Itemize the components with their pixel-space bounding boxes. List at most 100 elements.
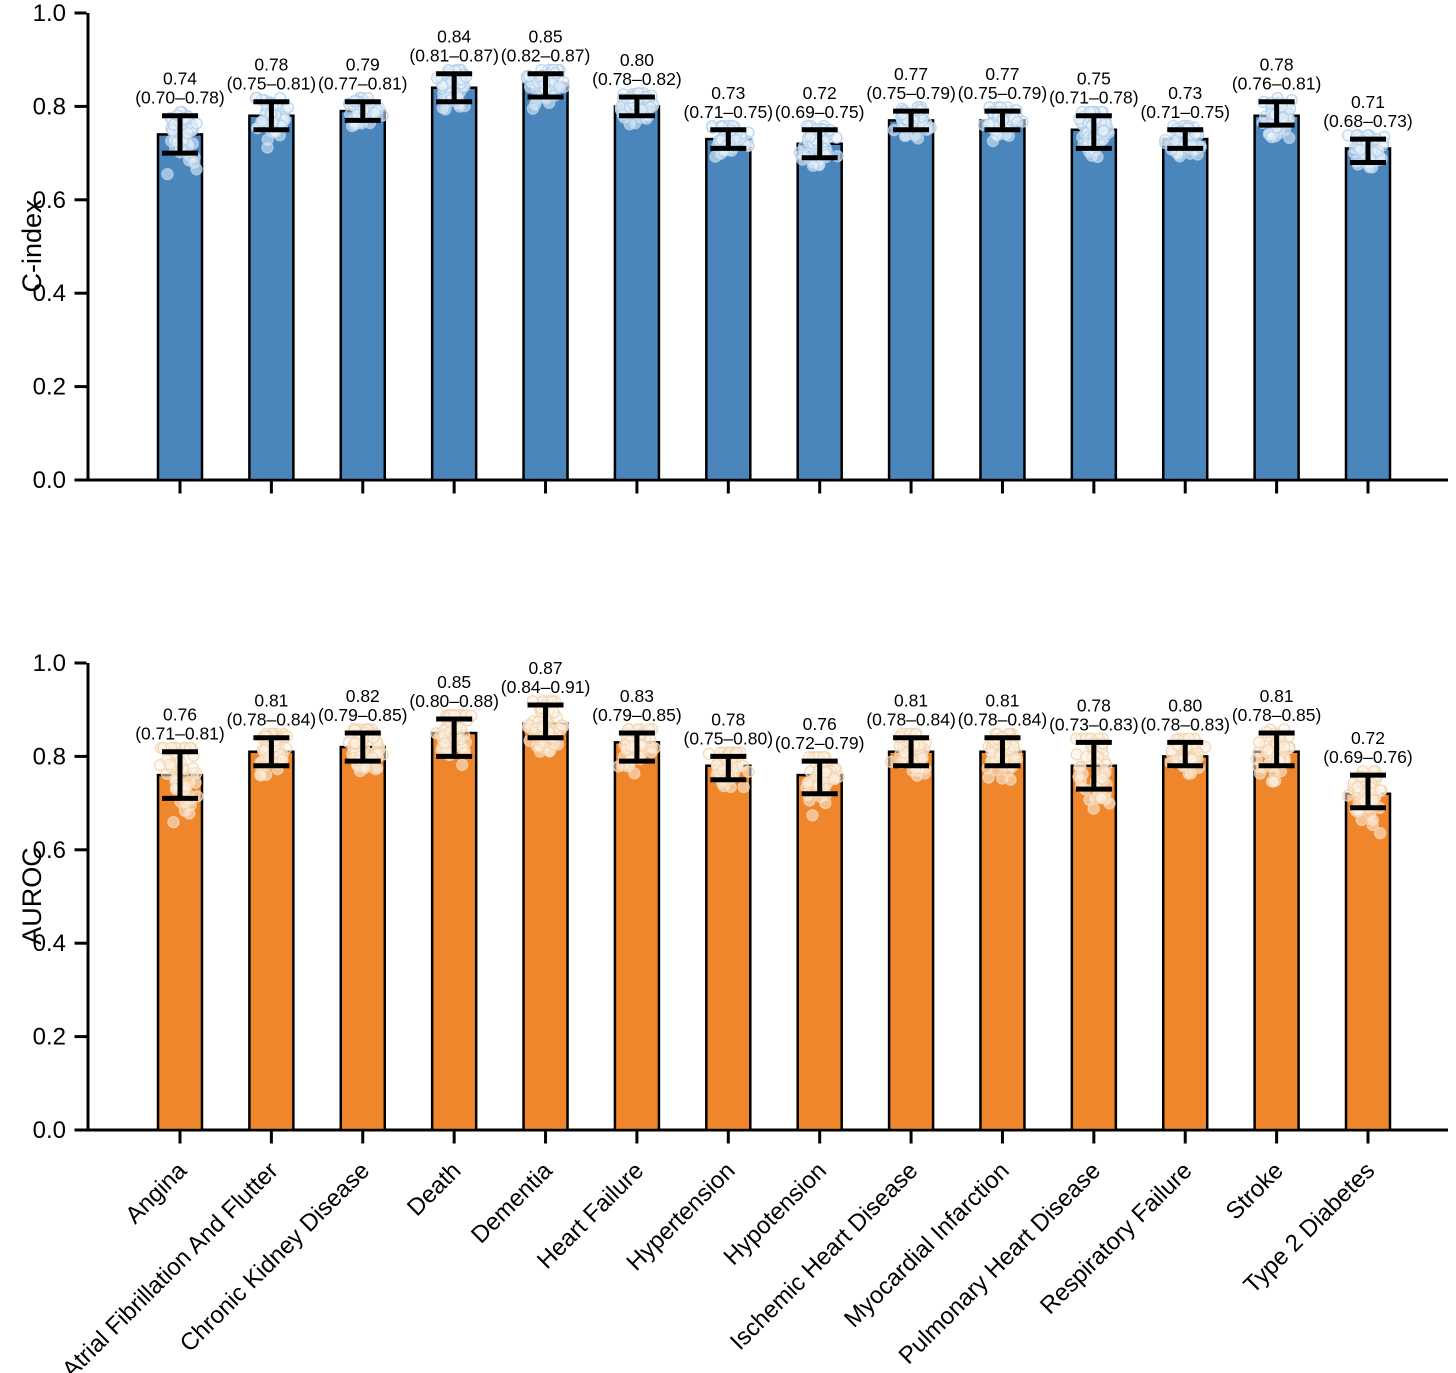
bar	[339, 109, 387, 482]
bar-annotation-value: 0.85	[437, 672, 471, 692]
bar-annotation-ci: (0.78–0.84)	[958, 710, 1048, 730]
y-tick-label: 0.0	[33, 467, 66, 494]
bar-annotation-value: 0.81	[985, 691, 1019, 711]
bar-annotation-ci: (0.72–0.79)	[775, 733, 865, 753]
bar	[1161, 755, 1209, 1132]
bar-annotation-value: 0.71	[1351, 92, 1385, 112]
error-bar	[527, 702, 564, 741]
error-bar	[893, 735, 930, 769]
category-label: Stroke	[1221, 1157, 1289, 1225]
error-bar	[162, 749, 198, 801]
y-tick-label: 1.0	[33, 0, 66, 27]
bar	[430, 86, 478, 482]
y-axis-label-auroc: AUROC	[17, 847, 47, 945]
bar-annotation-value: 0.77	[894, 64, 928, 84]
bar-annotation-value: 0.77	[985, 64, 1019, 84]
error-bar	[1167, 739, 1204, 769]
bar-annotation-ci: (0.84–0.91)	[501, 677, 591, 697]
bar-annotation-ci: (0.69–0.75)	[775, 102, 865, 122]
bar	[1070, 764, 1118, 1132]
error-bar	[436, 71, 473, 105]
bar-annotation-ci: (0.71–0.75)	[684, 102, 774, 122]
y-tick-label: 0.6	[33, 187, 66, 214]
bar	[1070, 128, 1118, 482]
error-bar	[1258, 730, 1295, 769]
bar-annotation-value: 0.72	[803, 83, 837, 103]
bar-annotation-value: 0.76	[163, 705, 197, 725]
error-bar	[893, 108, 930, 133]
error-bar	[344, 730, 381, 764]
bar-annotation-ci: (0.75–0.80)	[684, 728, 774, 748]
y-tick-label: 0.2	[33, 1024, 66, 1051]
bar	[156, 773, 204, 1132]
category-label: Death	[402, 1157, 466, 1221]
bar-annotation-ci: (0.79–0.85)	[318, 705, 408, 725]
bar-annotation-value: 0.85	[529, 27, 563, 47]
error-bar	[801, 127, 838, 161]
y-tick-label: 0.6	[33, 837, 66, 864]
bar	[613, 105, 661, 482]
bar-annotation-ci: (0.71–0.78)	[1049, 88, 1139, 108]
bar-annotation-ci: (0.78–0.82)	[592, 69, 682, 89]
bar-annotation-value: 0.81	[894, 691, 928, 711]
bar	[1161, 137, 1209, 482]
bar	[339, 745, 387, 1132]
bar-annotation-ci: (0.68–0.73)	[1323, 111, 1413, 131]
category-label: Myocardial Infarction	[839, 1157, 1015, 1333]
y-axis-label-c-index: C-index	[17, 199, 47, 293]
bar	[522, 81, 569, 482]
error-bar	[527, 71, 564, 100]
bar	[1344, 792, 1392, 1132]
panel-auroc: 0.00.20.40.60.81.00.76(0.71–0.81)Angina0…	[33, 650, 1448, 1373]
category-label: Ischemic Heart Disease	[725, 1157, 923, 1355]
bar-annotation-value: 0.74	[163, 69, 197, 89]
bar-annotation-value: 0.73	[711, 83, 745, 103]
bar-annotation-ci: (0.75–0.79)	[958, 83, 1048, 103]
bar-annotation-ci: (0.69–0.76)	[1323, 747, 1413, 767]
category-label: Chronic Kidney Disease	[175, 1157, 375, 1357]
error-bar	[1258, 99, 1295, 128]
bar	[979, 750, 1026, 1132]
error-bar	[1075, 739, 1112, 792]
error-bar	[344, 99, 381, 123]
bar	[705, 137, 752, 482]
bar-annotation-value: 0.78	[1260, 55, 1294, 75]
bar	[1253, 114, 1300, 482]
bar-annotation-value: 0.78	[254, 55, 288, 75]
bar-annotation-ci: (0.79–0.85)	[592, 705, 682, 725]
error-bar	[984, 735, 1021, 769]
bar-annotation-value: 0.79	[346, 55, 380, 75]
error-bar	[253, 99, 290, 133]
bar-annotation-value: 0.76	[803, 714, 837, 734]
bar-annotation-value: 0.72	[1351, 728, 1385, 748]
category-label: Respiratory Failure	[1035, 1157, 1197, 1319]
y-tick-label: 0.4	[33, 280, 66, 307]
bar-annotation-ci: (0.81–0.87)	[409, 46, 499, 66]
error-bar	[253, 735, 290, 769]
bar-annotation-value: 0.83	[620, 686, 654, 706]
error-bar	[162, 113, 198, 156]
y-tick-label: 0.8	[33, 743, 66, 770]
bar-annotation-ci: (0.75–0.81)	[227, 74, 317, 94]
bar	[705, 764, 752, 1132]
bar-annotation-value: 0.80	[620, 50, 654, 70]
category-label: Angina	[120, 1157, 192, 1229]
bar	[156, 133, 204, 482]
y-tick-label: 0.2	[33, 374, 66, 401]
error-bar	[1349, 772, 1386, 811]
bar-annotation-value: 0.75	[1077, 69, 1111, 89]
bar-annotation-ci: (0.76–0.81)	[1232, 74, 1322, 94]
bar-annotation-value: 0.80	[1168, 695, 1202, 715]
bar-annotation-ci: (0.78–0.84)	[227, 710, 317, 730]
bar-annotation-value: 0.82	[346, 686, 380, 706]
bar-annotation-ci: (0.71–0.81)	[135, 724, 225, 744]
bar	[796, 773, 843, 1132]
error-bar	[1349, 136, 1386, 165]
bar	[248, 114, 295, 482]
category-label: Dementia	[466, 1157, 558, 1249]
bar-annotation-ci: (0.78–0.83)	[1140, 714, 1230, 734]
bar-annotation-ci: (0.70–0.78)	[135, 88, 225, 108]
bar	[1344, 147, 1392, 482]
